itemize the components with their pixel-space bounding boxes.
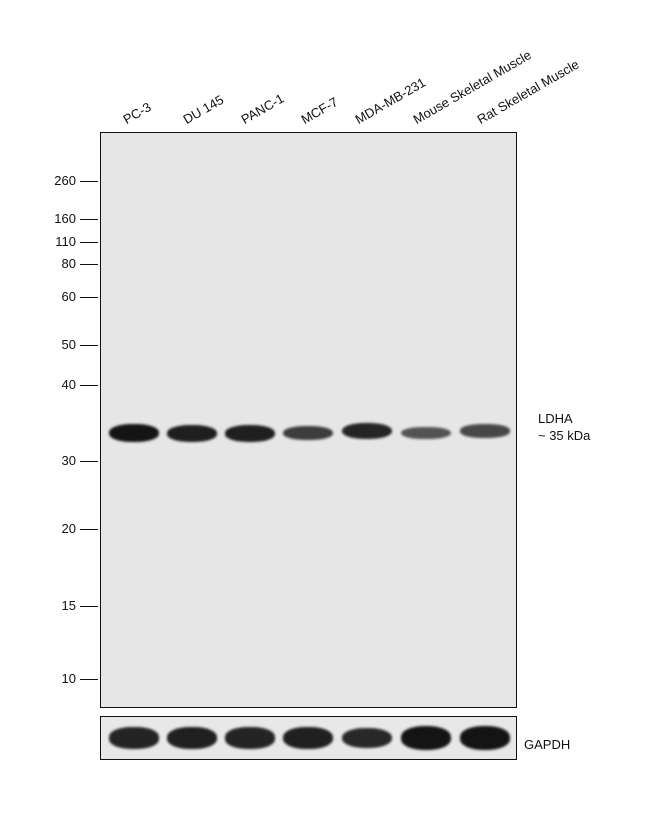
ldha-band — [109, 424, 159, 442]
gapdh-band — [109, 727, 159, 749]
lane-label-mcf7: MCF-7 — [298, 94, 341, 127]
lane-label-du145: DU 145 — [180, 91, 227, 127]
control-blot — [100, 716, 517, 760]
gapdh-band — [460, 726, 510, 750]
gapdh-band — [342, 727, 392, 749]
ldha-band — [401, 426, 451, 440]
ldha-band — [460, 424, 510, 438]
lane-label-pc3: PC-3 — [120, 99, 154, 127]
ldha-band — [225, 424, 275, 442]
marker-30: 30 — [40, 454, 100, 468]
marker-80: 80 — [40, 257, 100, 271]
target-label: LDHA ~ 35 kDa — [538, 410, 590, 444]
marker-10: 10 — [40, 672, 100, 686]
marker-40: 40 — [40, 378, 100, 392]
marker-20: 20 — [40, 522, 100, 536]
target-name: LDHA — [538, 411, 573, 426]
ldha-band — [167, 424, 217, 442]
marker-110: 110 — [40, 235, 100, 249]
lane-label-panc1: PANC-1 — [238, 90, 287, 127]
ldha-band — [342, 422, 392, 440]
gapdh-band — [283, 727, 333, 749]
marker-50: 50 — [40, 338, 100, 352]
marker-15: 15 — [40, 599, 100, 613]
gapdh-band — [167, 727, 217, 749]
control-label: GAPDH — [524, 737, 571, 752]
ldha-band — [283, 425, 333, 441]
gapdh-band — [225, 727, 275, 749]
marker-60: 60 — [40, 290, 100, 304]
marker-260: 260 — [40, 174, 100, 188]
target-size: ~ 35 kDa — [538, 428, 591, 443]
marker-160: 160 — [40, 212, 100, 226]
main-blot — [100, 132, 517, 708]
gapdh-band — [401, 726, 451, 750]
lane-label-mouse-skeletal-muscle: Mouse Skeletal Muscle — [410, 47, 534, 127]
